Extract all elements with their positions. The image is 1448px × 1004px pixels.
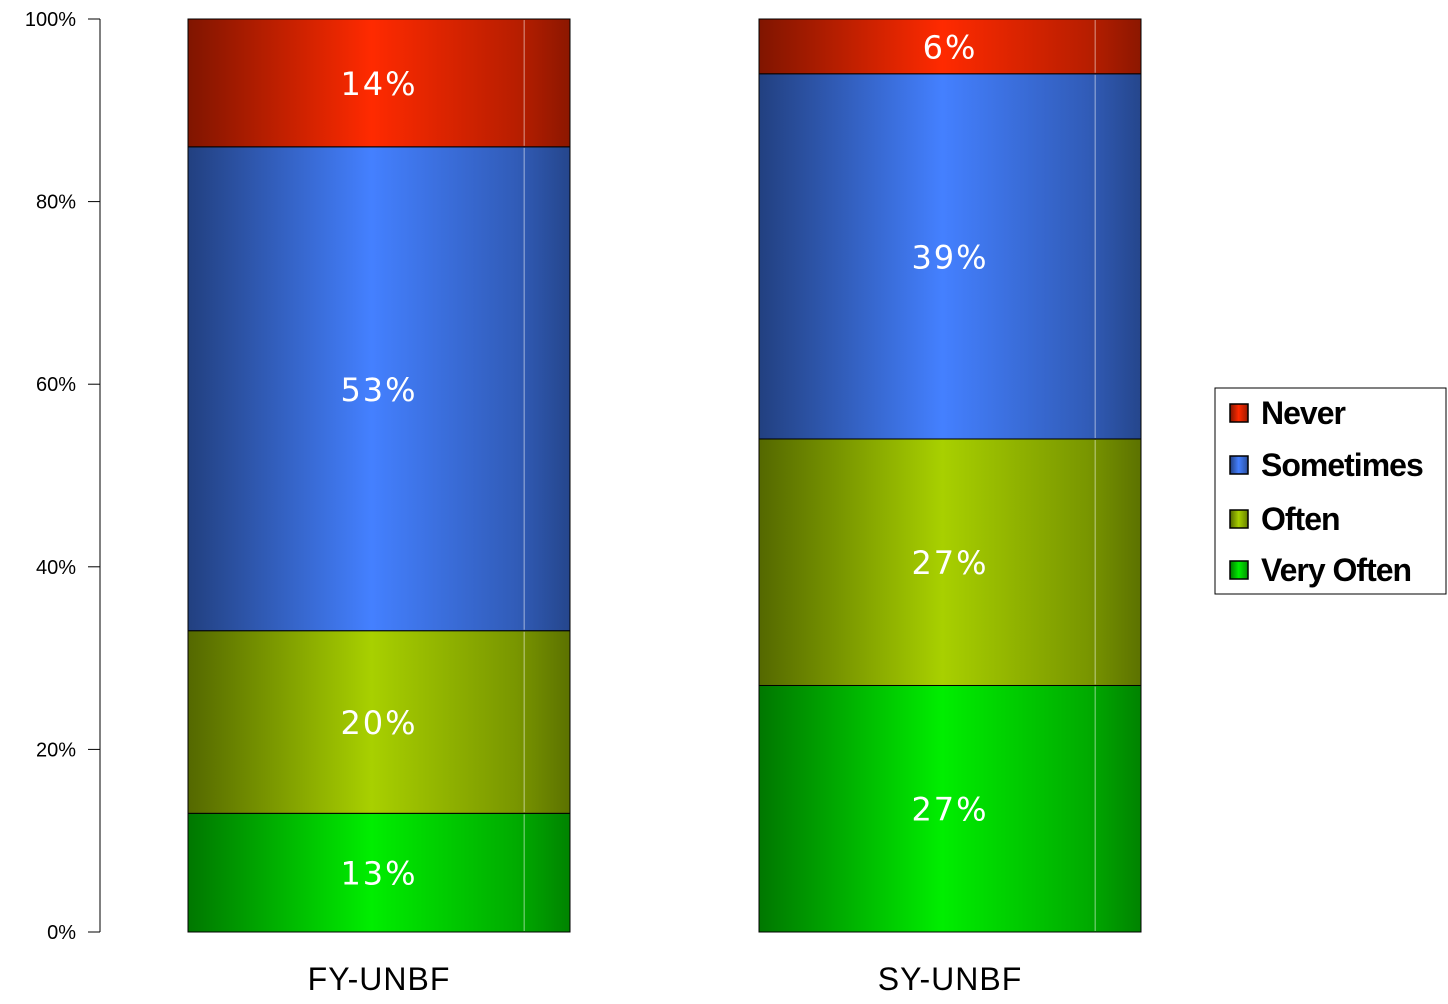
- bar-segment-very-often: [187, 812, 571, 933]
- y-tick-label: 80%: [36, 192, 76, 214]
- data-label: 13%: [340, 855, 417, 893]
- legend-item-never: Never: [1229, 395, 1347, 431]
- data-label: 39%: [911, 238, 988, 276]
- bar-segment-very-often: [758, 684, 1142, 933]
- legend-box: [1214, 387, 1447, 595]
- bar-segment-never: [187, 18, 571, 148]
- legend-swatch: [1229, 455, 1249, 475]
- legend-label: Never: [1261, 395, 1346, 431]
- legend-label: Often: [1261, 501, 1340, 537]
- legend-item-sometimes: Sometimes: [1229, 447, 1424, 483]
- bar-segment-often: [187, 630, 571, 814]
- legend: Never Sometimes Often Very Often: [1214, 387, 1447, 595]
- legend-label: Very Often: [1261, 552, 1411, 588]
- data-label: 53%: [340, 371, 417, 409]
- data-label: 20%: [340, 704, 417, 742]
- bar-sy-unbf: 27% 27% 39% 6%: [758, 18, 1142, 933]
- x-axis-labels: FY-UNBF SY-UNBF: [308, 961, 1023, 997]
- legend-swatch: [1229, 403, 1249, 423]
- legend-item-often: Often: [1229, 501, 1341, 537]
- y-tick-label: 20%: [36, 739, 76, 761]
- data-label: 6%: [923, 28, 978, 66]
- category-label: FY-UNBF: [308, 961, 451, 997]
- y-tick-label: 0%: [47, 922, 76, 944]
- y-tick-label: 60%: [36, 374, 76, 396]
- bar-segment-often: [758, 438, 1142, 686]
- bar-fy-unbf: 13% 20% 53% 14%: [187, 18, 571, 933]
- data-label: 14%: [340, 65, 417, 103]
- legend-swatch: [1229, 509, 1249, 529]
- legend-item-very-often: Very Often: [1229, 552, 1412, 588]
- y-axis: 0% 20% 40% 60% 80% 100%: [25, 9, 101, 944]
- category-label: SY-UNBF: [878, 961, 1023, 997]
- plot-area: 13% 20% 53% 14% 27% 27% 39% 6%: [187, 18, 1142, 933]
- data-label: 27%: [911, 791, 988, 829]
- data-label: 27%: [911, 544, 988, 582]
- bar-segment-sometimes: [187, 146, 571, 632]
- bar-segment-never: [758, 18, 1142, 75]
- legend-swatch: [1229, 560, 1249, 580]
- bar-segment-sometimes: [758, 73, 1142, 440]
- y-tick-label: 100%: [25, 9, 76, 31]
- y-tick-label: 40%: [36, 557, 76, 579]
- legend-label: Sometimes: [1261, 447, 1423, 483]
